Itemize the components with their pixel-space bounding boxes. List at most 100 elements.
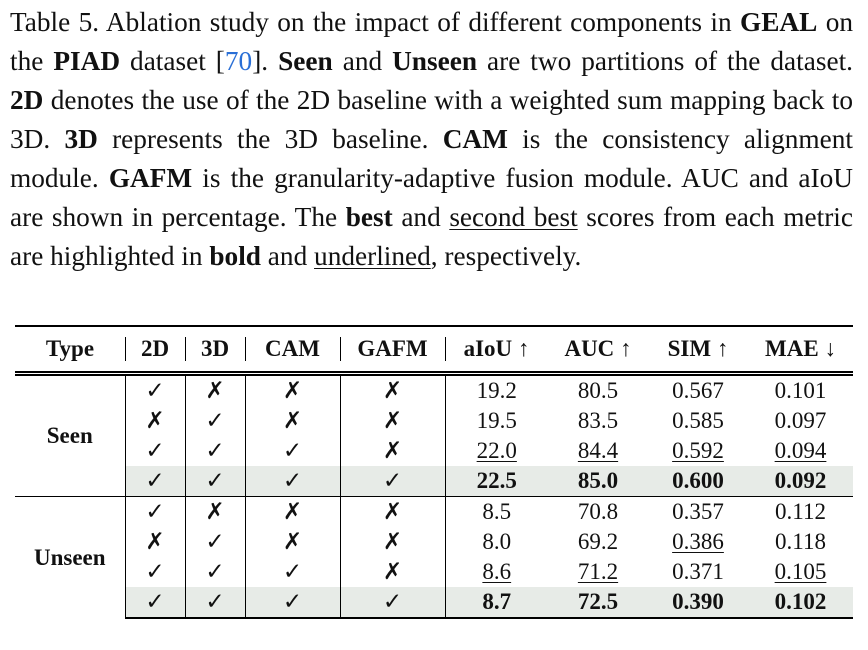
group-label: Unseen [15, 496, 125, 618]
table-cell: 19.2 [444, 373, 548, 406]
cell-text: 0.357 [672, 499, 724, 524]
header-row: Type 2D 3D CAM GAFM aIoU ↑ AUC ↑ SIM ↑ MAE ↓ [15, 325, 853, 376]
cell-text: ✓ [282, 589, 303, 614]
table-cell: ✓ [124, 436, 185, 466]
cell-text: 8.0 [482, 529, 512, 554]
cell-text: ✗ [382, 499, 403, 524]
table-cell: ✓ [339, 466, 445, 497]
caption-text: dataset [ [120, 46, 225, 76]
caption-text: CAM [442, 124, 508, 154]
cell-text: ✗ [382, 408, 403, 433]
cell-text: ✓ [382, 589, 403, 614]
caption-text: scores from each metric are highlighted … [10, 202, 853, 271]
caption-text: and [332, 46, 393, 76]
row-group: Seen ✓ ✗ ✗ ✗ 19.2 80.5 0.567 0.101 ✗ ✓ ✗ ✗ 19.5 83.5 0.… [15, 373, 853, 497]
cell-text: 80.5 [577, 378, 619, 403]
table-cell: ✓ [244, 557, 340, 587]
table-cell: ✓ [244, 466, 340, 497]
cell-text: ✓ [282, 559, 303, 584]
cell-text: ✗ [282, 408, 303, 433]
table-cell: 8.7 [444, 587, 548, 619]
table-cell: ✓ [124, 496, 185, 527]
table-row: ✓ ✓ ✓ ✗ 22.0 84.4 0.592 0.094 [15, 436, 853, 466]
table-cell: 8.5 [444, 496, 548, 527]
cell-text: 0.585 [672, 408, 724, 433]
caption-text: Table 5. Ablation study on the impact of… [10, 7, 740, 37]
cell-text: 8.7 [482, 589, 512, 614]
cell-text: 85.0 [577, 468, 619, 493]
table-cell: 0.390 [648, 587, 748, 619]
cell-text: 83.5 [577, 408, 619, 433]
caption-text: best [345, 202, 393, 232]
table-row: ✓ ✓ ✓ ✓ 22.5 85.0 0.600 0.092 [15, 466, 853, 497]
cell-text: 84.4 [577, 438, 619, 463]
cell-text: 0.600 [672, 468, 724, 493]
cell-text: ✓ [145, 559, 165, 584]
table-cell: 84.4 [548, 436, 648, 466]
cell-text: ✓ [145, 499, 165, 524]
caption-text: 3D [64, 124, 98, 154]
caption-text: underlined [314, 241, 431, 271]
cell-text: ✗ [382, 378, 403, 403]
cell-text: 0.102 [774, 589, 827, 614]
table-cell: 22.0 [444, 436, 548, 466]
caption-text: PIAD [53, 46, 121, 76]
table-cell: ✓ [124, 466, 185, 497]
table-cell: ✗ [339, 527, 445, 557]
caption-text: is the granularity-adaptive fusion modul… [10, 163, 853, 232]
table-cell: 80.5 [548, 374, 648, 407]
cell-text: ✓ [145, 589, 165, 614]
cell-text: ✗ [145, 529, 165, 554]
cell-text: ✗ [382, 529, 403, 554]
table-cell: ✗ [339, 557, 445, 587]
header-cell: AUC ↑ [548, 325, 648, 376]
table-cell: ✗ [339, 406, 445, 436]
cell-text: ✓ [205, 529, 225, 554]
cell-text: 0.105 [774, 559, 827, 584]
table-cell: 0.092 [748, 466, 853, 497]
table-cell: 0.101 [748, 374, 853, 407]
table-row: ✓ ✓ ✓ ✓ 8.7 72.5 0.390 0.102 [15, 587, 853, 619]
caption-text: represents the 3D baseline. [97, 124, 443, 154]
table-row: ✗ ✓ ✗ ✗ 8.0 69.2 0.386 0.118 [15, 527, 853, 557]
table-cell: ✗ [184, 373, 245, 406]
table-cell: 8.0 [444, 527, 548, 557]
cell-text: 0.567 [672, 378, 724, 403]
table-cell: 0.102 [748, 587, 853, 619]
cell-text: ✗ [282, 378, 303, 403]
table-cell: ✓ [244, 436, 340, 466]
table-cell: ✓ [184, 406, 245, 436]
cell-text: ✓ [205, 438, 225, 463]
cell-text: 0.118 [775, 529, 826, 554]
table-cell: 19.5 [444, 406, 548, 436]
table-cell: 0.118 [748, 527, 853, 557]
cell-text: 72.5 [577, 589, 619, 614]
table-cell: ✗ [124, 527, 185, 557]
cell-text: 0.094 [774, 438, 827, 463]
header-cell: SIM ↑ [648, 325, 748, 376]
header-cell: MAE ↓ [748, 325, 853, 376]
table-cell: ✓ [124, 373, 185, 406]
cell-text: ✓ [382, 468, 403, 493]
caption-text: GAFM [108, 163, 193, 193]
cell-text: ✓ [145, 378, 165, 403]
cell-text: ✗ [282, 499, 303, 524]
cell-text: 22.5 [476, 468, 517, 493]
cell-text: ✓ [205, 408, 225, 433]
cell-text: ✗ [205, 378, 225, 403]
cell-text: ✓ [205, 559, 225, 584]
cell-text: ✗ [282, 529, 303, 554]
table-row: ✓ ✓ ✓ ✗ 8.6 71.2 0.371 0.105 [15, 557, 853, 587]
cell-text: 0.097 [774, 408, 827, 433]
caption-text: and [392, 202, 450, 232]
cell-text: 0.112 [775, 499, 826, 524]
cell-text: 8.5 [482, 499, 512, 524]
table-cell: ✗ [124, 406, 185, 436]
cell-text: ✓ [282, 468, 303, 493]
table-cell: ✗ [244, 527, 340, 557]
cell-text: ✓ [145, 468, 165, 493]
table-row: Unseen ✓ ✗ ✗ ✗ 8.5 70.8 0.357 0.112 [15, 496, 853, 618]
table-cell: 85.0 [548, 466, 648, 497]
caption-text: GEAL [739, 7, 818, 37]
